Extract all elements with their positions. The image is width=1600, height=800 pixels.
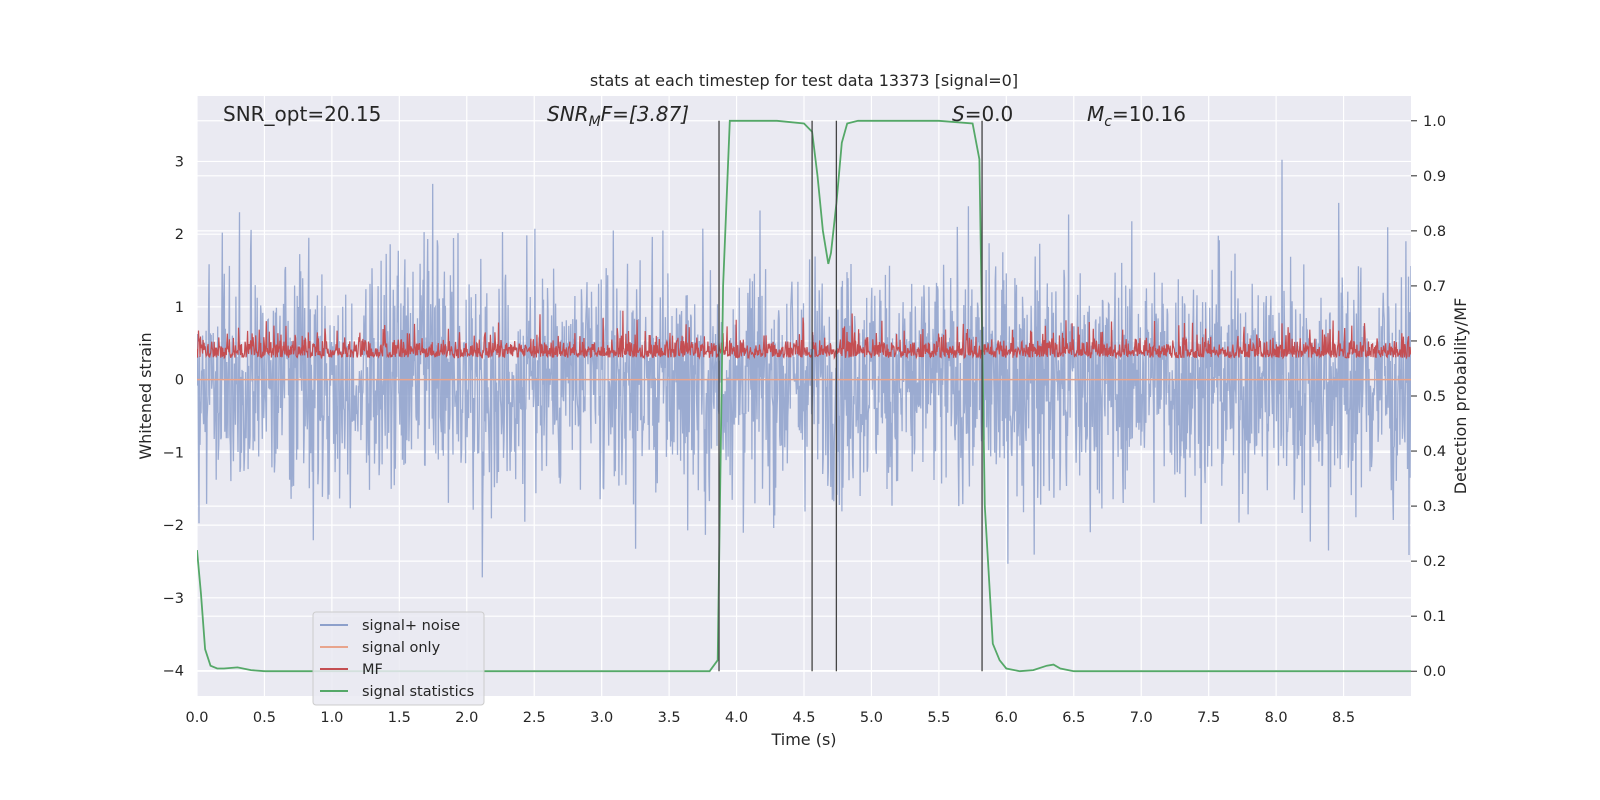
x-tick-label-14: 7.0 bbox=[1130, 710, 1153, 726]
x-tick-label-10: 5.0 bbox=[860, 710, 883, 726]
x-tick-label-15: 7.5 bbox=[1197, 710, 1220, 726]
y-tick-label-left-3: 0 bbox=[175, 373, 184, 389]
legend-label-mf: MF bbox=[362, 662, 383, 678]
y-tick-label-right-6: 0.4 bbox=[1423, 444, 1446, 460]
series-mf bbox=[197, 310, 1411, 361]
y-tick-label-right-3: 0.7 bbox=[1423, 279, 1446, 295]
x-tick-label-11: 5.5 bbox=[927, 710, 950, 726]
y-tick-label-right-8: 0.2 bbox=[1423, 554, 1446, 570]
chart-title: stats at each timestep for test data 133… bbox=[590, 71, 1018, 90]
legend-label-signal-noise: signal+ noise bbox=[362, 618, 460, 634]
vertical-marker-lines bbox=[718, 120, 983, 672]
y-tick-label-right-1: 0.9 bbox=[1423, 169, 1446, 185]
x-tick-label-2: 1.0 bbox=[320, 710, 343, 726]
x-tick-label-12: 6.0 bbox=[995, 710, 1018, 726]
y-axis-label-left: Whitened strain bbox=[136, 332, 155, 459]
x-tick-label-0: 0.0 bbox=[185, 710, 208, 726]
x-tick-label-5: 2.5 bbox=[523, 710, 546, 726]
legend-label-signal-statistics: signal statistics bbox=[362, 684, 474, 700]
y-tick-label-right-10: 0.0 bbox=[1423, 664, 1446, 680]
legend: signal+ noise signal only MF signal stat… bbox=[312, 611, 485, 706]
x-axis-label: Time (s) bbox=[770, 730, 836, 749]
y-tick-label-left-5: −2 bbox=[163, 518, 184, 534]
x-tick-label-3: 1.5 bbox=[388, 710, 411, 726]
annotation-s-symbol: S bbox=[952, 102, 965, 126]
y-tick-label-left-2: 1 bbox=[175, 300, 184, 316]
x-tick-label-16: 8.0 bbox=[1265, 710, 1288, 726]
y-tick-label-right-5: 0.5 bbox=[1423, 389, 1446, 405]
x-tick-label-1: 0.5 bbox=[253, 710, 276, 726]
annotation-mc: Mc=10.16 bbox=[1087, 102, 1186, 130]
annotation-snr-mf-rest: F=[3.87] bbox=[601, 102, 689, 126]
series-signal-noise bbox=[197, 159, 1411, 578]
y-tick-label-right-0: 1.0 bbox=[1423, 114, 1446, 130]
annotation-snr-mf-base: SNR bbox=[547, 102, 589, 126]
y-tick-label-right-2: 0.8 bbox=[1423, 224, 1446, 240]
y-tick-label-left-1: 2 bbox=[175, 227, 184, 243]
x-tick-label-9: 4.5 bbox=[792, 710, 815, 726]
y-tick-label-right-9: 0.1 bbox=[1423, 609, 1446, 625]
y-tick-label-left-4: −1 bbox=[163, 445, 184, 461]
annotation-snr-mf-sub: M bbox=[589, 114, 601, 130]
series-signal-statistics bbox=[197, 119, 1411, 673]
x-tick-label-8: 4.0 bbox=[725, 710, 748, 726]
x-tick-label-4: 2.0 bbox=[455, 710, 478, 726]
annotation-mc-value: =10.16 bbox=[1112, 102, 1186, 126]
annotation-snr-mf: SNRMF=[3.87] bbox=[547, 102, 689, 130]
y-tick-label-left-0: 3 bbox=[175, 154, 184, 170]
x-tick-label-6: 3.0 bbox=[590, 710, 613, 726]
x-tick-label-17: 8.5 bbox=[1332, 710, 1355, 726]
legend-box bbox=[312, 611, 485, 706]
legend-label-signal-only: signal only bbox=[362, 640, 441, 656]
annotation-mc-sub: c bbox=[1104, 114, 1112, 130]
y-tick-labels-right: 1.0 0.9 0.8 0.7 0.6 0.5 0.4 0.3 0.2 0.1 0.0 bbox=[1411, 114, 1446, 680]
y-tick-label-right-4: 0.6 bbox=[1423, 334, 1446, 350]
y-tick-label-right-7: 0.3 bbox=[1423, 499, 1446, 515]
x-tick-labels: 0.0 0.5 1.0 1.5 2.0 2.5 3.0 3.5 4.0 4.5 5.0 5.5 6.0 6… bbox=[185, 710, 1355, 726]
annotation-snr-opt: SNR_opt=20.15 bbox=[223, 102, 381, 126]
series-layer bbox=[197, 119, 1411, 673]
x-tick-label-13: 6.5 bbox=[1062, 710, 1085, 726]
y-tick-labels-left: 3 2 1 0 −1 −2 −3 −4 bbox=[163, 154, 184, 679]
annotation-s-value: =0.0 bbox=[965, 102, 1014, 126]
y-tick-label-left-7: −4 bbox=[163, 664, 184, 680]
y-tick-label-left-6: −3 bbox=[163, 591, 184, 607]
annotation-s: S=0.0 bbox=[952, 102, 1013, 126]
annotation-mc-symbol: M bbox=[1087, 102, 1104, 126]
y-axis-label-right: Detection probability/MF bbox=[1451, 298, 1470, 495]
x-tick-label-7: 3.5 bbox=[658, 710, 681, 726]
